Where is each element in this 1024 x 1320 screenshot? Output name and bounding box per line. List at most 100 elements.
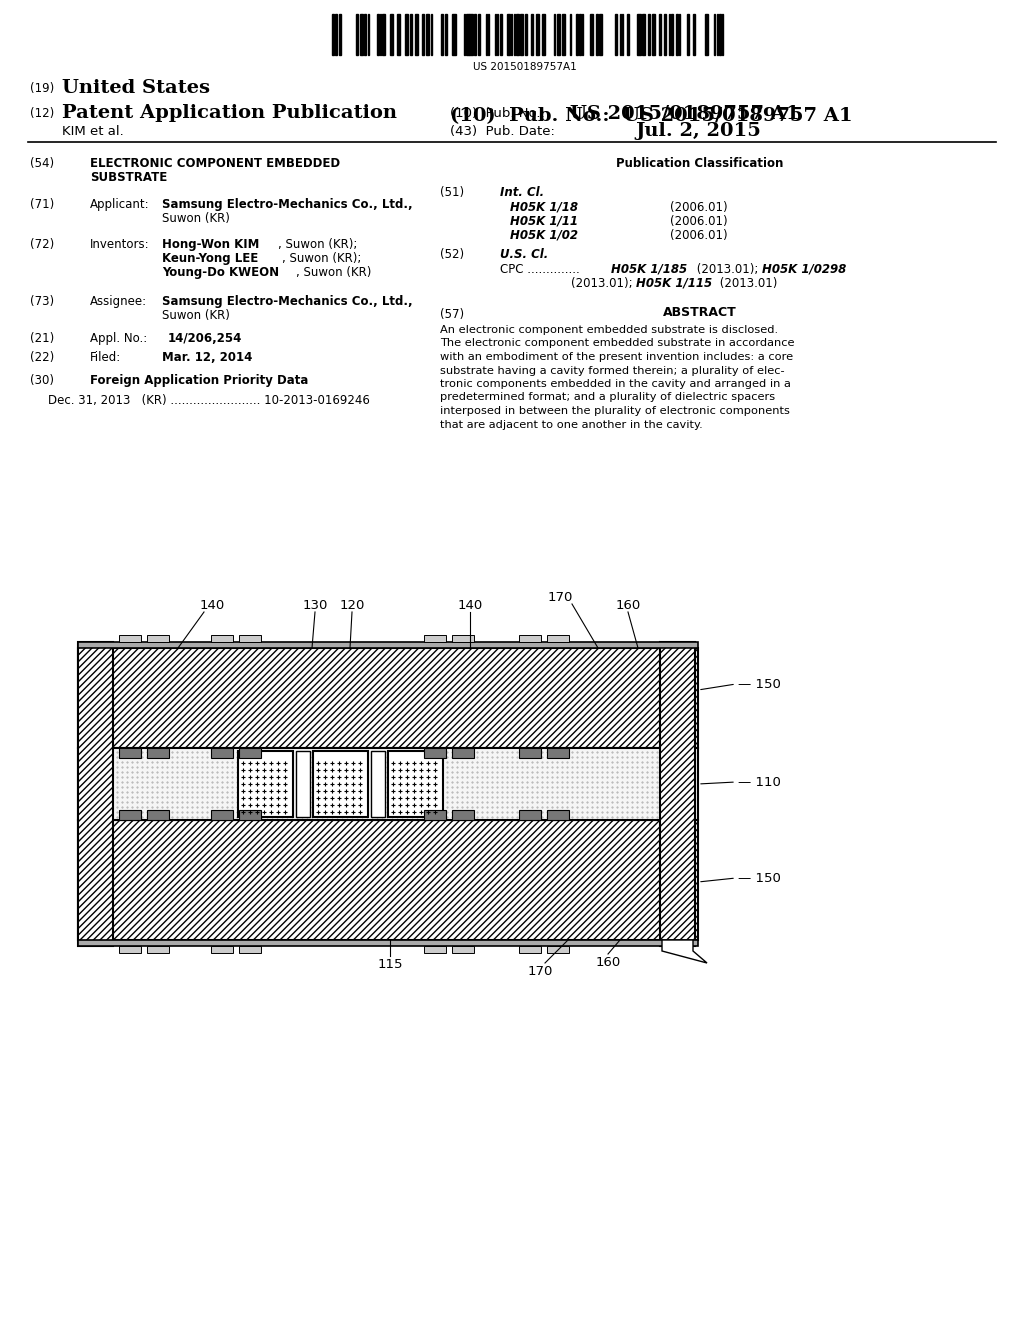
Bar [660,642,695,946]
Bar [147,748,169,758]
Text: Applicant:: Applicant: [90,198,150,211]
Bar [430,15,432,55]
Bar [556,15,560,55]
Text: (2006.01): (2006.01) [670,228,728,242]
Bar [525,15,527,55]
Text: (2006.01): (2006.01) [670,201,728,214]
Bar [500,15,502,55]
Text: that are adjacent to one another in the cavity.: that are adjacent to one another in the … [440,420,702,429]
Text: Samsung Electro-Mechanics Co., Ltd.,: Samsung Electro-Mechanics Co., Ltd., [162,294,413,308]
Bar [519,810,541,820]
Text: Inventors:: Inventors: [90,238,150,251]
Bar [78,748,698,820]
Bar [627,15,629,55]
Text: Suwon (KR): Suwon (KR) [162,309,229,322]
Bar [519,748,541,758]
Bar [693,15,695,55]
Bar [615,15,617,55]
Bar [519,946,541,953]
Bar [356,15,358,55]
Bar [388,751,443,817]
Bar [547,635,569,642]
Text: Mar. 12, 2014: Mar. 12, 2014 [162,351,252,364]
Bar [641,15,645,55]
Text: Int. Cl.: Int. Cl. [500,186,544,199]
Bar [371,751,385,817]
Text: (43)  Pub. Date:: (43) Pub. Date: [450,125,555,139]
Text: Hong-Won KIM: Hong-Won KIM [162,238,259,251]
Text: H05K 1/115: H05K 1/115 [636,277,712,290]
Bar [382,15,385,55]
Text: substrate having a cavity formed therein; a plurality of elec-: substrate having a cavity formed therein… [440,366,784,375]
Bar [364,15,366,55]
Text: KIM et al.: KIM et al. [62,125,124,139]
Bar [239,946,261,953]
Bar [452,946,474,953]
Text: , Suwon (KR);: , Suwon (KR); [278,238,357,251]
Text: H05K 1/185: H05K 1/185 [611,263,687,276]
Bar [579,15,581,55]
Text: with an embodiment of the present invention includes: a core: with an embodiment of the present invent… [440,352,794,362]
Bar [671,15,673,55]
Text: — 150: — 150 [738,677,781,690]
Bar [686,15,688,55]
Bar [396,15,400,55]
Bar [424,748,446,758]
Text: (72): (72) [30,238,54,251]
Bar [469,15,472,55]
Bar [78,648,698,748]
Bar [296,751,310,817]
Bar [452,748,474,758]
Bar [119,748,141,758]
Text: (19): (19) [30,82,54,95]
Bar [714,15,715,55]
Bar [380,15,381,55]
Bar [653,15,654,55]
Bar [377,15,379,55]
Bar [78,820,698,940]
Text: Samsung Electro-Mechanics Co., Ltd.,: Samsung Electro-Mechanics Co., Ltd., [162,198,413,211]
Text: Foreign Application Priority Data: Foreign Application Priority Data [90,374,308,387]
Bar [211,810,233,820]
Bar [238,751,293,817]
Bar [335,15,337,55]
Bar [239,810,261,820]
Bar [410,15,412,55]
Bar [119,810,141,820]
Bar [477,15,479,55]
Text: interposed in between the plurality of electronic components: interposed in between the plurality of e… [440,407,790,416]
Bar [390,15,393,55]
Text: (57): (57) [440,308,464,321]
Bar [664,15,666,55]
Text: US 2015/0189757 A1: US 2015/0189757 A1 [570,104,800,121]
Text: ELECTRONIC COMPONENT EMBEDDED: ELECTRONIC COMPONENT EMBEDDED [90,157,340,170]
Bar [464,15,465,55]
Bar [422,15,424,55]
Bar [547,946,569,953]
Bar [676,15,678,55]
Text: — 150: — 150 [738,871,781,884]
Text: 120: 120 [339,599,365,612]
Text: Patent Application Publication: Patent Application Publication [62,104,397,121]
Bar [705,15,708,55]
Text: H05K 1/0298: H05K 1/0298 [762,263,846,276]
Bar [575,15,578,55]
Text: 130: 130 [302,599,328,612]
Text: (21): (21) [30,333,54,345]
Bar [239,748,261,758]
Text: , Suwon (KR);: , Suwon (KR); [282,252,361,265]
Bar [441,15,443,55]
Text: Assignee:: Assignee: [90,294,147,308]
Text: H05K 1/11: H05K 1/11 [510,215,578,228]
Bar [147,810,169,820]
Bar [507,15,510,55]
Text: CPC ..............: CPC .............. [500,263,587,276]
Bar [473,15,476,55]
Text: H05K 1/18: H05K 1/18 [510,201,578,214]
Text: tronic components embedded in the cavity and arranged in a: tronic components embedded in the cavity… [440,379,791,389]
Bar [78,642,113,946]
Bar [452,15,456,55]
Text: (54): (54) [30,157,54,170]
Text: Keun-Yong LEE: Keun-Yong LEE [162,252,258,265]
Text: Suwon (KR): Suwon (KR) [162,213,229,224]
